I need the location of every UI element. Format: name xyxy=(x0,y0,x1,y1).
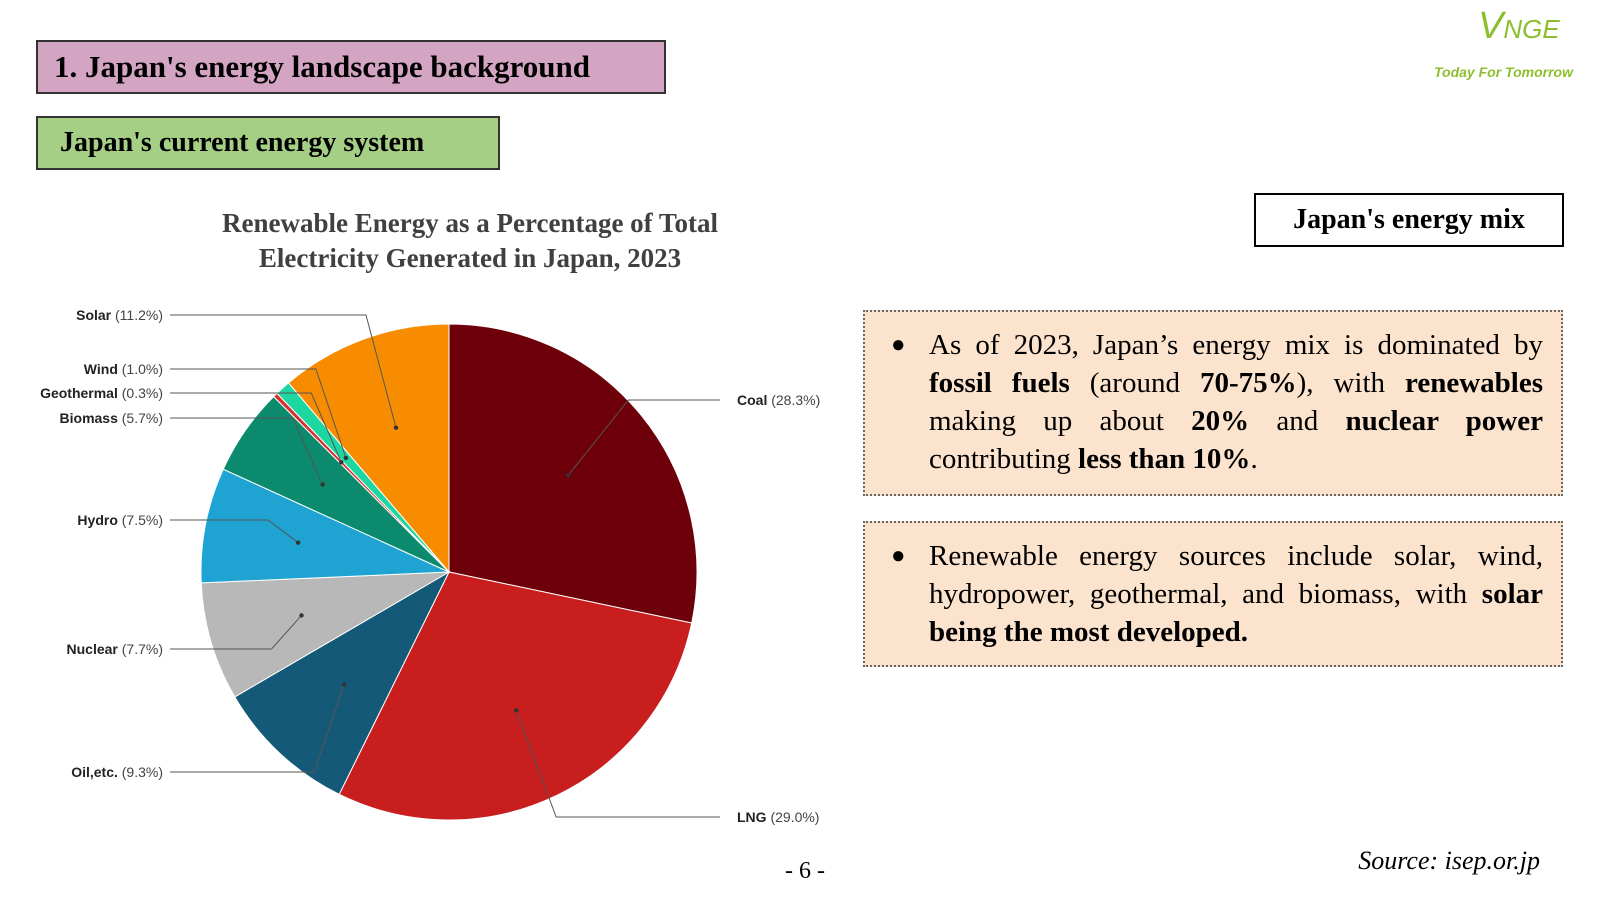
pie-chart: Coal (28.3%) LNG (29.0%) Oil,etc. (9.3%) Nu… xyxy=(40,307,820,825)
leader-line xyxy=(170,392,342,463)
slice-label: Hydro (7.5%) xyxy=(77,512,163,528)
logo-tagline: Today For Tomorrow xyxy=(1434,64,1573,80)
note-bold: renewables xyxy=(1405,367,1544,399)
slice-label: Oil,etc. (9.3%) xyxy=(71,764,163,780)
chart-title: Renewable Energy as a Percentage of Tota… xyxy=(150,206,790,276)
leader-line xyxy=(170,615,302,650)
leader-line xyxy=(170,368,347,459)
chart-title-line2: Electricity Generated in Japan, 2023 xyxy=(258,243,682,273)
leader-line xyxy=(568,399,720,476)
note-text: contributing xyxy=(929,443,1079,475)
note-text: (around xyxy=(1069,367,1200,399)
note-text: making up about xyxy=(929,405,1192,437)
slice-label: Geothermal (0.3%) xyxy=(40,385,163,401)
section-subtitle: Japan's current energy system xyxy=(36,116,500,170)
energy-mix-note-1: ● As of 2023, Japan’s energy mix is domi… xyxy=(863,310,1563,496)
note-bold: fossil fuels xyxy=(929,367,1070,399)
slice-label: Biomass (5.7%) xyxy=(60,410,163,426)
bullet-icon: ● xyxy=(891,543,906,569)
section-title: 1. Japan's energy landscape background xyxy=(36,40,666,94)
slice-label: Solar (11.2%) xyxy=(76,307,163,323)
energy-mix-heading: Japan's energy mix xyxy=(1254,193,1564,247)
note-text: ), with xyxy=(1296,367,1405,399)
leader-dot xyxy=(295,540,301,545)
source-citation: Source: isep.or.jp xyxy=(1358,846,1540,875)
energy-mix-note-2: ● Renewable energy sources include solar… xyxy=(863,521,1563,667)
note-text: As of 2023, Japan’s energy mix is domina… xyxy=(929,329,1543,361)
logo-mark-big: V xyxy=(1478,5,1504,47)
leader-dot xyxy=(514,708,519,713)
leader-line xyxy=(170,684,345,773)
vnge-logo: VNGE Today For Tomorrow xyxy=(1430,6,1595,86)
note-bold: solar being the most developed. xyxy=(929,578,1543,648)
leader-dot xyxy=(320,482,325,487)
note-text: Renewable energy sources include solar, … xyxy=(929,540,1543,610)
note-bold: 20% xyxy=(1191,405,1250,437)
slice-label: Wind (1.0%) xyxy=(84,361,163,377)
leader-dot xyxy=(339,460,344,465)
note-bold: 70-75% xyxy=(1199,367,1297,399)
slice-label: Nuclear (7.7%) xyxy=(67,641,163,657)
leader-dot xyxy=(299,613,304,618)
leader-line xyxy=(170,314,397,428)
note-bold: less than 10% xyxy=(1078,443,1251,475)
page-number: - 6 - xyxy=(785,858,825,884)
pie-slice-hydro xyxy=(200,468,450,584)
logo-mark: VNGE xyxy=(1478,6,1560,49)
pie-slice-oil-etc xyxy=(234,570,451,796)
leader-dot xyxy=(341,682,347,687)
chart-title-line1: Renewable Energy as a Percentage of Tota… xyxy=(222,208,718,238)
pie-slice-coal xyxy=(448,323,698,624)
pie-slice-lng xyxy=(338,571,693,821)
leader-dot xyxy=(566,472,571,478)
pie-slice-solar xyxy=(287,323,450,574)
pie-slice-nuclear xyxy=(200,571,450,698)
leader-dot xyxy=(343,455,349,461)
note-text: and xyxy=(1249,405,1346,437)
note-bold: nuclear power xyxy=(1345,405,1543,437)
slice-label: Coal (28.3%) xyxy=(737,392,820,408)
leader-line xyxy=(170,417,324,485)
leader-dot xyxy=(393,425,399,430)
leader-line xyxy=(515,710,720,818)
leader-line xyxy=(170,519,299,544)
note-text: . xyxy=(1250,443,1258,475)
slice-label: LNG (29.0%) xyxy=(737,809,819,825)
logo-mark-small: NGE xyxy=(1503,14,1560,44)
bullet-icon: ● xyxy=(891,332,906,358)
